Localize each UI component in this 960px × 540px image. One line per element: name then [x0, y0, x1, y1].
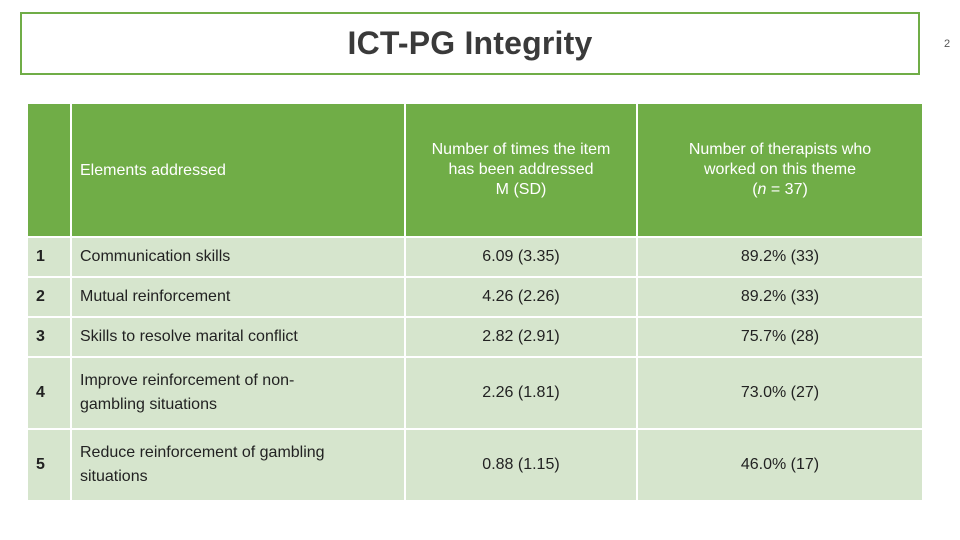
row-therapists: 46.0% (17) [636, 428, 924, 502]
row-times: 4.26 (2.26) [404, 276, 638, 318]
slide-title-box: ICT-PG Integrity [20, 12, 920, 75]
table-row: 4 Improve reinforcement of non- gambling… [26, 356, 924, 430]
header-therapists-line1: Number of therapists who [688, 141, 872, 158]
row-element: Improve reinforcement of non- gambling s… [70, 356, 406, 430]
table-row: 2 Mutual reinforcement 4.26 (2.26) 89.2%… [26, 276, 924, 318]
row-times: 2.26 (1.81) [404, 356, 638, 430]
header-index [26, 102, 72, 238]
row-therapists: 75.7% (28) [636, 316, 924, 358]
header-therapists: Number of therapists who worked on this … [636, 102, 924, 238]
header-n-suffix: = 37) [766, 181, 808, 198]
header-n-prefix: ( [752, 181, 758, 198]
row-element: Skills to resolve marital conflict [70, 316, 406, 358]
header-elements: Elements addressed [70, 102, 406, 238]
header-times-line3: M (SD) [495, 181, 547, 198]
row-times: 2.82 (2.91) [404, 316, 638, 358]
row-therapists: 89.2% (33) [636, 276, 924, 318]
row-element-line2: situations [80, 468, 148, 485]
table-row: 5 Reduce reinforcement of gambling situa… [26, 428, 924, 502]
row-element-line2: gambling situations [80, 396, 217, 413]
row-element: Reduce reinforcement of gambling situati… [70, 428, 406, 502]
row-element-line1: Improve reinforcement of non- [80, 372, 295, 389]
row-index: 1 [26, 236, 72, 278]
header-n-italic: n [757, 181, 767, 198]
row-index: 5 [26, 428, 72, 502]
header-therapists-n: (n = 37) [752, 181, 808, 198]
row-index: 2 [26, 276, 72, 318]
header-times-line2: has been addressed [448, 161, 594, 178]
header-times-addressed: Number of times the item has been addres… [404, 102, 638, 238]
row-therapists: 89.2% (33) [636, 236, 924, 278]
row-index: 4 [26, 356, 72, 430]
table-row: 1 Communication skills 6.09 (3.35) 89.2%… [26, 236, 924, 278]
row-times: 0.88 (1.15) [404, 428, 638, 502]
row-element: Communication skills [70, 236, 406, 278]
row-index: 3 [26, 316, 72, 358]
integrity-table: Elements addressed Number of times the i… [26, 102, 924, 502]
page-number: 2 [944, 38, 951, 50]
table-row: 3 Skills to resolve marital conflict 2.8… [26, 316, 924, 358]
slide-title: ICT-PG Integrity [347, 25, 593, 61]
row-times: 6.09 (3.35) [404, 236, 638, 278]
header-therapists-line2: worked on this theme [703, 161, 857, 178]
row-element: Mutual reinforcement [70, 276, 406, 318]
header-times-line1: Number of times the item [431, 141, 611, 158]
table-header-row: Elements addressed Number of times the i… [26, 102, 924, 238]
header-elements-label: Elements addressed [80, 162, 226, 179]
row-element-line1: Reduce reinforcement of gambling [80, 444, 325, 461]
row-therapists: 73.0% (27) [636, 356, 924, 430]
